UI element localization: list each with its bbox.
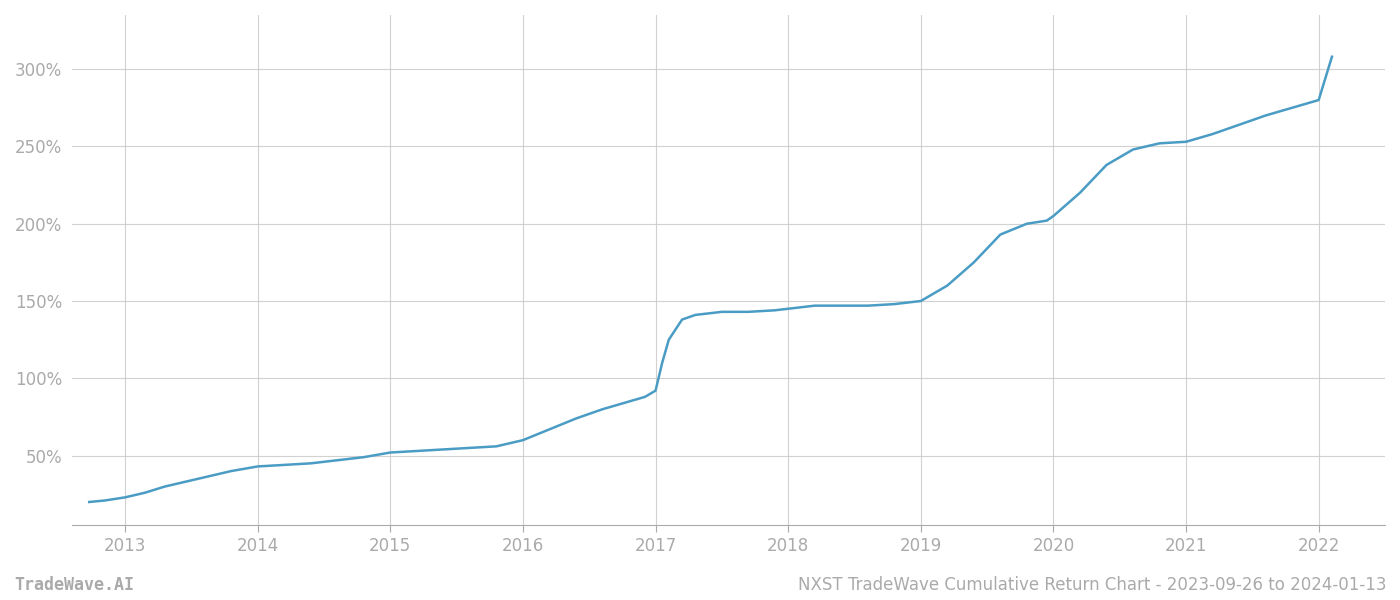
Text: TradeWave.AI: TradeWave.AI xyxy=(14,576,134,594)
Text: NXST TradeWave Cumulative Return Chart - 2023-09-26 to 2024-01-13: NXST TradeWave Cumulative Return Chart -… xyxy=(798,576,1386,594)
